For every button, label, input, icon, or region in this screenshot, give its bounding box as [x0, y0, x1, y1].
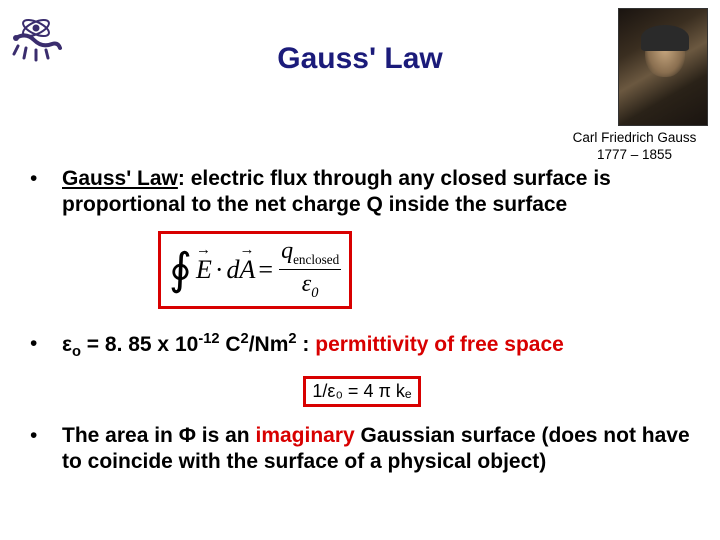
differential-d: d: [227, 255, 240, 285]
equation-ke: 1/ε₀ = 4 π kₑ: [303, 376, 420, 407]
bullet-1-text: Gauss' Law: electric flux through any cl…: [62, 166, 696, 217]
equation-border: ∮ E · dA = qenclosed ε0: [158, 231, 352, 309]
equals-sign: =: [255, 255, 276, 285]
caption-years: 1777 – 1855: [597, 147, 672, 162]
unit-nm-exp: 2: [288, 331, 296, 347]
portrait-caption: Carl Friedrich Gauss 1777 – 1855: [557, 130, 712, 164]
bullet-2: • εo = 8. 85 x 10-12 C2/Nm2 : permittivi…: [28, 331, 696, 362]
bullet-3-text: The area in Φ is an imaginary Gaussian s…: [62, 423, 696, 474]
b3-a: The area in Φ is an: [62, 424, 255, 447]
fraction: qenclosed ε0: [279, 238, 341, 302]
slide-body: • Gauss' Law: electric flux through any …: [28, 166, 696, 488]
vector-e: E: [196, 255, 212, 285]
bullet-2-text: εo = 8. 85 x 10-12 C2/Nm2 : permittivity…: [62, 331, 696, 362]
vector-a: A: [240, 255, 256, 285]
eps-val: = 8. 85 x 10: [81, 333, 198, 356]
denominator: ε0: [302, 270, 319, 302]
b3-imaginary: imaginary: [255, 424, 354, 447]
equation-gauss-law: ∮ E · dA = qenclosed ε0: [169, 238, 341, 302]
unit-c: C: [220, 333, 241, 356]
bullet-marker: •: [28, 166, 62, 217]
equation-gauss-law-box: ∮ E · dA = qenclosed ε0: [158, 231, 696, 309]
unit-c-exp: 2: [241, 331, 249, 347]
bullet-1-lead: Gauss' Law: [62, 167, 178, 190]
slide-title: Gauss' Law: [0, 42, 720, 76]
dot-operator: ·: [212, 255, 227, 285]
permittivity-label: permittivity of free space: [315, 333, 564, 356]
zero-sub: 0: [311, 285, 318, 301]
unit-nm: /Nm: [249, 333, 289, 356]
b3-c: Gaussian surface: [355, 424, 536, 447]
equation-ke-box: 1/ε₀ = 4 π kₑ: [28, 376, 696, 407]
bullet-marker: •: [28, 423, 62, 474]
colon: :: [297, 333, 316, 356]
epsilon: ε: [302, 271, 311, 297]
bullet-1: • Gauss' Law: electric flux through any …: [28, 166, 696, 217]
numerator: qenclosed: [279, 238, 341, 270]
eps-sym: ε: [62, 333, 72, 356]
enclosed-sub: enclosed: [293, 252, 339, 267]
caption-name: Carl Friedrich Gauss: [573, 130, 697, 145]
eps-exp: -12: [198, 331, 219, 347]
bullet-marker: •: [28, 331, 62, 362]
q: q: [281, 238, 293, 264]
eps-sub: o: [72, 344, 81, 360]
bullet-3: • The area in Φ is an imaginary Gaussian…: [28, 423, 696, 474]
integral-symbol: ∮: [169, 257, 192, 283]
